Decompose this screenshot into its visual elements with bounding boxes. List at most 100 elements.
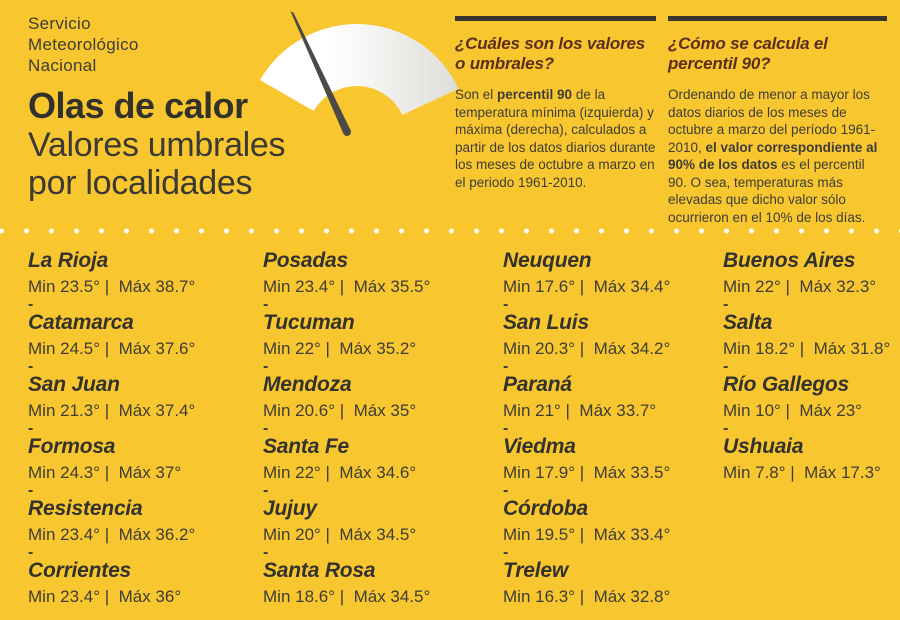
locality-min-max-values: Min 22° | Máx 32.3° [723, 277, 877, 296]
locality-min-max-values: Min 21° | Máx 33.7° [503, 401, 657, 420]
locality-entry: Santa Fe Min 22° | Máx 34.6° - [263, 434, 503, 499]
title-subtitle-line-2: por localidades [28, 164, 253, 202]
locality-entry: Posadas Min 23.4° | Máx 35.5° - [263, 248, 503, 313]
entry-dash-separator: - [723, 296, 729, 313]
locality-name: Corrientes [28, 559, 132, 582]
info-body-text: Son el [455, 87, 498, 102]
locality-min-max-values: Min 21.3° | Máx 37.4° [28, 401, 196, 420]
entry-dash-separator: - [263, 482, 269, 499]
org-name: Servicio Meteorológico Nacional [28, 13, 139, 76]
entry-dash-separator: - [503, 482, 509, 499]
locality-name: Paraná [503, 373, 572, 396]
locality-entry: Paraná Min 21° | Máx 33.7° - [503, 372, 723, 437]
info-block-rule [668, 16, 887, 21]
localities-column-4: Buenos Aires Min 22° | Máx 32.3° - Salta Min… [723, 248, 900, 620]
entry-dash-separator: - [503, 358, 509, 375]
locality-entry: Ushuaia Min 7.8° | Máx 17.3° [723, 434, 900, 496]
entry-dash-separator: - [28, 358, 34, 375]
locality-min-max-values: Min 23.5° | Máx 38.7° [28, 277, 196, 296]
dotted-separator [0, 226, 900, 236]
page-title: Olas de calor Valores umbrales por local… [28, 86, 286, 203]
org-line-1: Servicio [28, 14, 91, 33]
info-block-umbrales: ¿Cuáles son los valores o umbrales? Son … [455, 16, 656, 191]
info-body-bold-text: el valor correspondiente al 90% de los d… [668, 139, 878, 173]
locality-entry: Mendoza Min 20.6° | Máx 35° - [263, 372, 503, 437]
entry-dash-separator: - [28, 420, 34, 437]
locality-min-max-values: Min 19.5° | Máx 33.4° [503, 525, 671, 544]
info-block-body: Ordenando de menor a mayor los datos dia… [668, 86, 887, 226]
locality-name: San Juan [28, 373, 120, 396]
locality-min-max-values: Min 20° | Máx 34.5° [263, 525, 417, 544]
entry-dash-separator: - [503, 296, 509, 313]
localities-column-2: Posadas Min 23.4° | Máx 35.5° - Tucuman Min … [263, 248, 503, 620]
locality-min-max-values: Min 7.8° | Máx 17.3° [723, 463, 881, 482]
locality-min-max-values: Min 18.2° | Máx 31.8° [723, 339, 891, 358]
entry-dash-separator: - [723, 358, 729, 375]
locality-entry: Tucuman Min 22° | Máx 35.2° - [263, 310, 503, 375]
locality-min-max-values: Min 20.3° | Máx 34.2° [503, 339, 671, 358]
locality-min-max-values: Min 17.9° | Máx 33.5° [503, 463, 671, 482]
locality-entry: Corrientes Min 23.4° | Máx 36° [28, 558, 263, 620]
locality-name: Tucuman [263, 311, 355, 334]
entry-dash-separator: - [503, 544, 509, 561]
locality-entry: Córdoba Min 19.5° | Máx 33.4° - [503, 496, 723, 561]
gauge-icon [260, 11, 459, 136]
entry-dash-separator: - [28, 296, 34, 313]
locality-entry: Trelew Min 16.3° | Máx 32.8° [503, 558, 723, 620]
locality-min-max-values: Min 23.4° | Máx 36.2° [28, 525, 196, 544]
locality-name: La Rioja [28, 249, 109, 272]
info-block-body: Son el percentil 90 de la temperatura mí… [455, 86, 656, 191]
info-body-text: Ordenando de menor a mayor los datos dia… [668, 87, 876, 155]
info-body-bold-text: percentil 90 [497, 87, 573, 102]
gauge-dial-arc [260, 24, 459, 115]
locality-entry: Buenos Aires Min 22° | Máx 32.3° - [723, 248, 900, 313]
entry-dash-separator: - [263, 420, 269, 437]
locality-entry: La Rioja Min 23.5° | Máx 38.7° - [28, 248, 263, 313]
locality-entry: Santa Rosa Min 18.6° | Máx 34.5° [263, 558, 503, 620]
locality-name: Trelew [503, 559, 568, 582]
entry-dash-separator: - [263, 544, 269, 561]
localities-grid: La Rioja Min 23.5° | Máx 38.7° - Catamarca M… [28, 248, 900, 606]
entry-dash-separator: - [263, 358, 269, 375]
title-subtitle-line-1: Valores umbrales [28, 126, 286, 164]
locality-name: Neuquen [503, 249, 592, 272]
locality-name: Córdoba [503, 497, 588, 520]
locality-name: Buenos Aires [723, 249, 856, 272]
locality-name: Salta [723, 311, 773, 334]
locality-min-max-values: Min 17.6° | Máx 34.4° [503, 277, 671, 296]
locality-name: Viedma [503, 435, 576, 458]
entry-dash-separator: - [503, 420, 509, 437]
locality-min-max-values: Min 24.5° | Máx 37.6° [28, 339, 196, 358]
locality-entry: Río Gallegos Min 10° | Máx 23° - [723, 372, 900, 437]
locality-name: Mendoza [263, 373, 352, 396]
entry-dash-separator: - [723, 420, 729, 437]
locality-name: Santa Rosa [263, 559, 376, 582]
localities-column-3: Neuquen Min 17.6° | Máx 34.4° - San Luis Min… [503, 248, 723, 620]
entry-dash-separator: - [263, 296, 269, 313]
info-block-percentil: ¿Cómo se calcula el percentil 90? Ordena… [668, 16, 887, 226]
locality-name: Catamarca [28, 311, 134, 334]
locality-min-max-values: Min 24.3° | Máx 37° [28, 463, 182, 482]
info-block-heading: ¿Cómo se calcula el percentil 90? [668, 34, 828, 73]
locality-name: San Luis [503, 311, 589, 334]
info-block-heading: ¿Cuáles son los valores o umbrales? [455, 34, 646, 73]
locality-entry: San Juan Min 21.3° | Máx 37.4° - [28, 372, 263, 437]
locality-entry: Viedma Min 17.9° | Máx 33.5° - [503, 434, 723, 499]
entry-dash-separator: - [28, 482, 34, 499]
locality-min-max-values: Min 23.4° | Máx 36° [28, 587, 182, 606]
locality-name: Jujuy [263, 497, 317, 520]
locality-name: Ushuaia [723, 435, 804, 458]
locality-name: Posadas [263, 249, 348, 272]
locality-min-max-values: Min 16.3° | Máx 32.8° [503, 587, 671, 606]
locality-name: Formosa [28, 435, 116, 458]
info-body-text: de la temperatura mínima (izquierda) y m… [455, 87, 656, 190]
locality-min-max-values: Min 23.4° | Máx 35.5° [263, 277, 431, 296]
gauge-needle [290, 11, 351, 134]
locality-name: Santa Fe [263, 435, 349, 458]
locality-entry: Neuquen Min 17.6° | Máx 34.4° - [503, 248, 723, 313]
gauge-needle-tip [343, 128, 351, 136]
locality-entry: Salta Min 18.2° | Máx 31.8° - [723, 310, 900, 375]
info-block-rule [455, 16, 656, 21]
locality-min-max-values: Min 18.6° | Máx 34.5° [263, 587, 431, 606]
locality-entry: Formosa Min 24.3° | Máx 37° - [28, 434, 263, 499]
